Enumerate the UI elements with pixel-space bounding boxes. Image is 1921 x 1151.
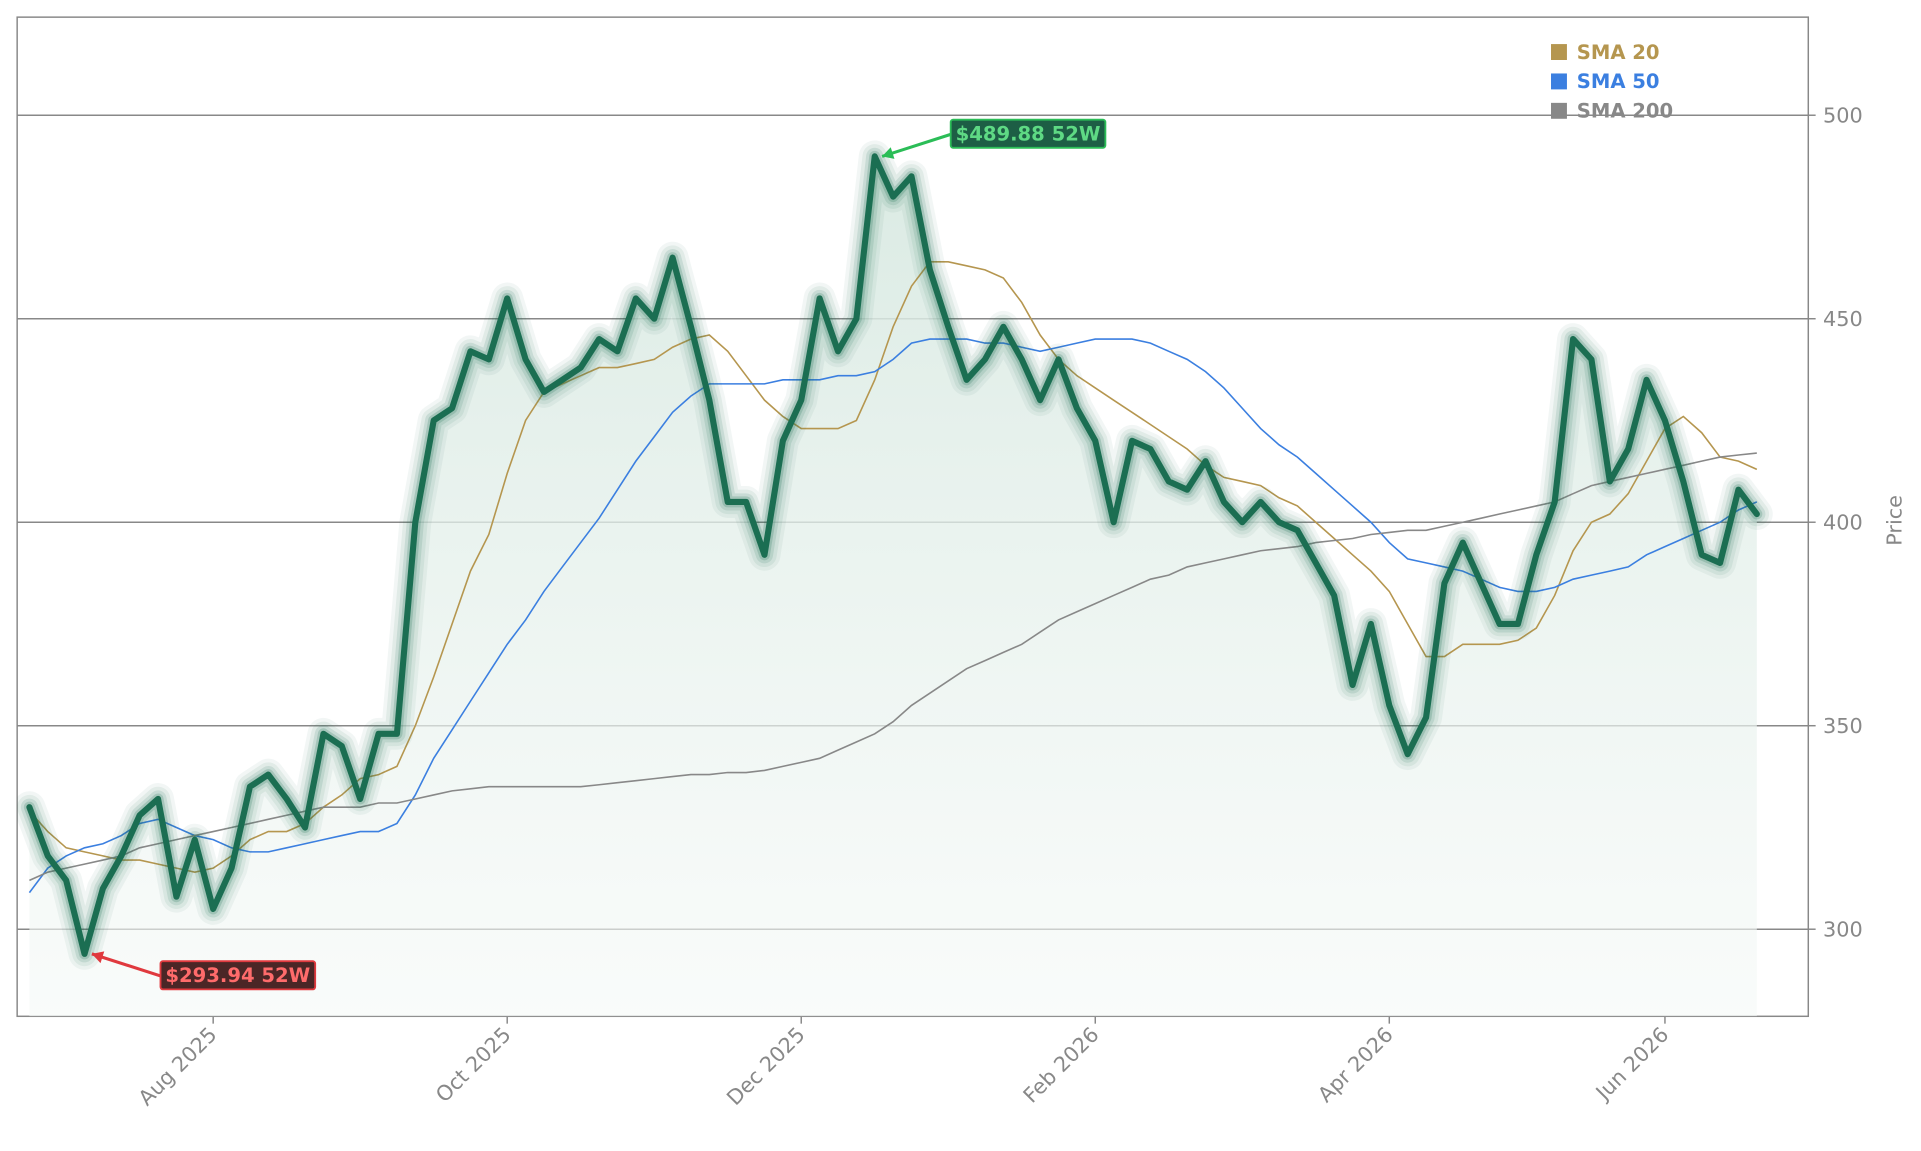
x-tick-label: Aug 2025 — [134, 1022, 222, 1110]
legend-label: SMA 20 — [1577, 41, 1660, 64]
legend-swatch — [1551, 44, 1567, 60]
price-line — [26, 153, 1760, 957]
y-tick-label: 300 — [1823, 918, 1863, 942]
y-tick-label: 500 — [1823, 104, 1863, 128]
annotation-box — [159, 960, 317, 991]
annotation-box — [949, 118, 1107, 149]
legend-swatch — [1551, 73, 1567, 90]
y-tick-label: 350 — [1823, 714, 1863, 738]
legend-label: SMA 50 — [1577, 70, 1660, 93]
sma-line — [28, 338, 1758, 894]
x-tick-label: Dec 2025 — [722, 1022, 810, 1110]
x-tick-label: Jun 2026 — [1590, 1022, 1674, 1105]
annotation-label: $293.94 52W — [165, 964, 310, 987]
annotation-arrowhead — [882, 147, 895, 159]
annotation-arrow — [881, 132, 952, 158]
sma-line — [28, 260, 1758, 874]
legend-swatch — [1551, 102, 1567, 119]
annotation-arrowhead — [91, 951, 105, 964]
x-tick-label: Apr 2026 — [1313, 1022, 1398, 1107]
x-tick-label: Oct 2025 — [431, 1022, 516, 1107]
price-area — [29, 156, 1757, 1017]
annotation-label: $489.88 52W — [956, 123, 1101, 146]
annotation-arrow — [91, 952, 161, 978]
x-tick-label: Feb 2026 — [1019, 1022, 1104, 1107]
y-tick-label: 450 — [1823, 307, 1863, 331]
plot-area — [17, 140, 1773, 1017]
y-tick-label: 400 — [1823, 511, 1863, 535]
sma-line — [29, 452, 1757, 882]
legend-label: SMA 200 — [1577, 100, 1673, 123]
y-axis-label: Price — [1882, 495, 1906, 546]
